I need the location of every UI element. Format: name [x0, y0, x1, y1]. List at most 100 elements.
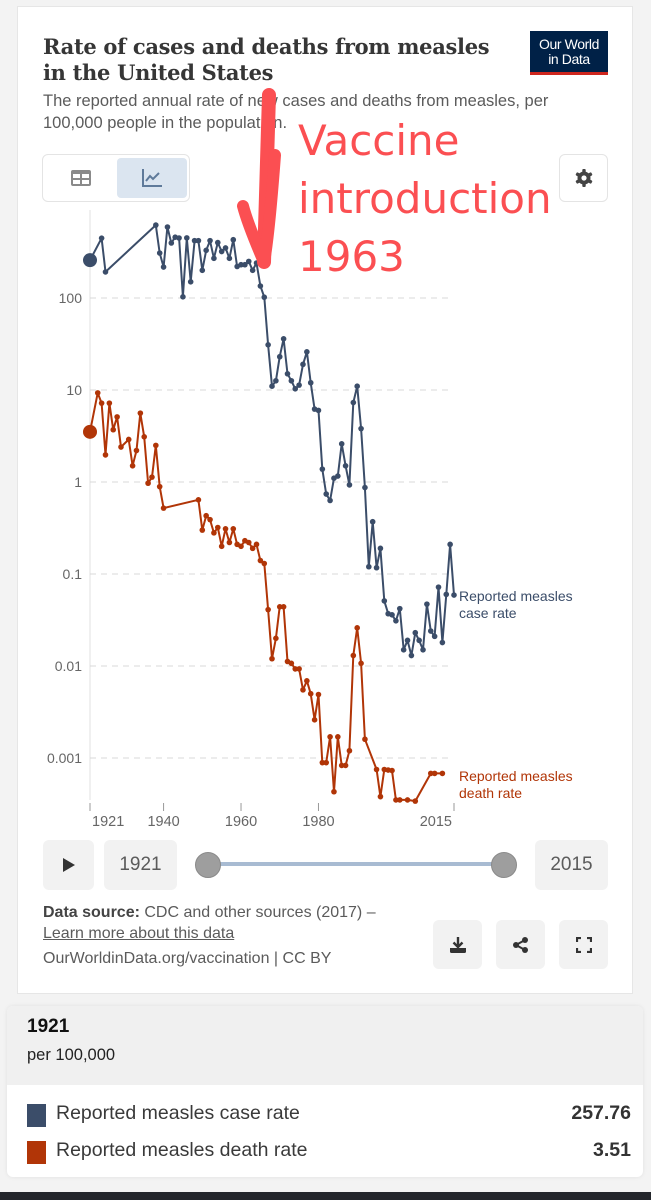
- data-point: [218, 248, 225, 255]
- tooltip-header: 1921 per 100,000: [7, 1006, 643, 1085]
- data-point: [249, 267, 256, 274]
- download-button[interactable]: [433, 920, 482, 969]
- data-point: [427, 770, 434, 777]
- data-point: [160, 505, 167, 511]
- data-point: [83, 424, 97, 439]
- settings-button[interactable]: [559, 154, 608, 202]
- y-axis-ticks: 100 10 1 0.1 0.01 0.001: [47, 290, 82, 766]
- data-point: [346, 482, 353, 488]
- timeline: 1921 2015: [43, 840, 608, 890]
- fullscreen-button[interactable]: [559, 920, 608, 969]
- data-point: [431, 633, 438, 640]
- tab-chart[interactable]: [117, 158, 187, 198]
- data-point: [292, 666, 299, 672]
- end-year-button[interactable]: 2015: [535, 840, 608, 890]
- tooltip-row-label: Reported measles death rate: [56, 1139, 308, 1161]
- data-point: [319, 759, 326, 766]
- share-button[interactable]: [496, 920, 545, 969]
- data-point: [242, 261, 248, 268]
- data-point: [358, 660, 364, 667]
- source-url[interactable]: OurWorldinData.org/vaccination | CC BY: [43, 950, 332, 967]
- data-point: [346, 747, 353, 754]
- data-point: [195, 237, 202, 244]
- play-button[interactable]: [43, 840, 94, 890]
- data-point: [98, 235, 105, 241]
- annotation-line-2: introduction: [298, 174, 552, 223]
- data-point: [106, 400, 113, 406]
- data-point: [153, 442, 159, 449]
- data-point: [203, 247, 209, 254]
- y-tick-label: 100: [59, 290, 83, 306]
- data-point: [381, 598, 388, 604]
- tooltip-row-case-rate: Reported measles case rate 257.76: [27, 1102, 631, 1130]
- data-point: [389, 767, 395, 774]
- data-point: [207, 516, 213, 523]
- case-rate-swatch: [27, 1104, 46, 1127]
- data-point: [168, 240, 175, 246]
- data-point: [439, 770, 446, 777]
- data-point: [164, 224, 171, 230]
- data-point: [137, 410, 144, 416]
- data-point: [98, 400, 105, 406]
- tab-table[interactable]: [46, 158, 116, 198]
- data-point: [400, 646, 407, 653]
- data-point: [366, 563, 372, 570]
- data-point: [427, 628, 434, 634]
- series-line-death-rate: [89, 391, 443, 803]
- data-point: [307, 690, 314, 697]
- y-tick-label: 10: [66, 382, 82, 398]
- data-point: [276, 604, 283, 610]
- data-point: [354, 383, 360, 389]
- annotation-arrow: [237, 88, 281, 269]
- data-point: [280, 604, 287, 610]
- logo-line-1: Our World: [539, 36, 599, 52]
- data-point: [102, 452, 109, 458]
- annotation-line-3: 1963: [298, 232, 405, 281]
- data-point: [222, 525, 229, 532]
- data-point: [276, 353, 283, 360]
- tooltip-unit: per 100,000: [27, 1046, 116, 1064]
- data-tooltip: 1921 per 100,000 Reported measles case r…: [7, 1006, 643, 1177]
- chart-subtitle: The reported annual rate of new cases an…: [43, 92, 549, 132]
- data-point: [447, 541, 453, 548]
- start-year-button[interactable]: 1921: [104, 840, 177, 890]
- x-tick-label: 1960: [225, 814, 257, 830]
- data-point: [288, 660, 295, 667]
- data-point: [102, 269, 109, 275]
- source-text: CDC and other sources (2017) –: [144, 904, 376, 921]
- data-point: [342, 462, 349, 469]
- data-point: [273, 635, 279, 642]
- data-point: [335, 733, 341, 740]
- owid-logo[interactable]: Our World in Data: [530, 31, 608, 75]
- data-point: [350, 399, 357, 406]
- data-point: [195, 497, 202, 503]
- x-tick-label: 2015: [420, 814, 452, 830]
- series-label: case rate: [459, 605, 517, 621]
- data-point: [214, 524, 221, 531]
- learn-more-link[interactable]: Learn more about this data: [43, 925, 235, 942]
- data-point: [269, 383, 275, 389]
- data-point: [408, 652, 415, 659]
- data-point: [160, 264, 167, 270]
- start-handle[interactable]: [195, 852, 221, 878]
- data-point: [323, 759, 330, 766]
- data-point: [335, 473, 341, 479]
- y-tick-label: 0.01: [55, 658, 82, 674]
- y-tick-label: 0.001: [47, 750, 82, 766]
- data-point: [327, 497, 333, 504]
- data-point: [451, 592, 457, 598]
- data-point: [315, 691, 322, 698]
- x-axis-ticks: 1921 1940 1960 1980 2015: [89, 803, 455, 830]
- data-point: [393, 617, 399, 624]
- play-icon: [62, 858, 75, 872]
- end-handle[interactable]: [491, 852, 517, 878]
- data-point: [338, 762, 345, 769]
- download-icon: [449, 936, 466, 953]
- data-point: [94, 390, 101, 396]
- fullscreen-icon: [575, 936, 592, 953]
- data-point: [362, 484, 368, 491]
- data-point: [319, 466, 326, 472]
- data-point: [125, 436, 132, 443]
- footer-source: Data source: CDC and other sources (2017…: [43, 902, 403, 969]
- timeline-track[interactable]: [208, 862, 504, 866]
